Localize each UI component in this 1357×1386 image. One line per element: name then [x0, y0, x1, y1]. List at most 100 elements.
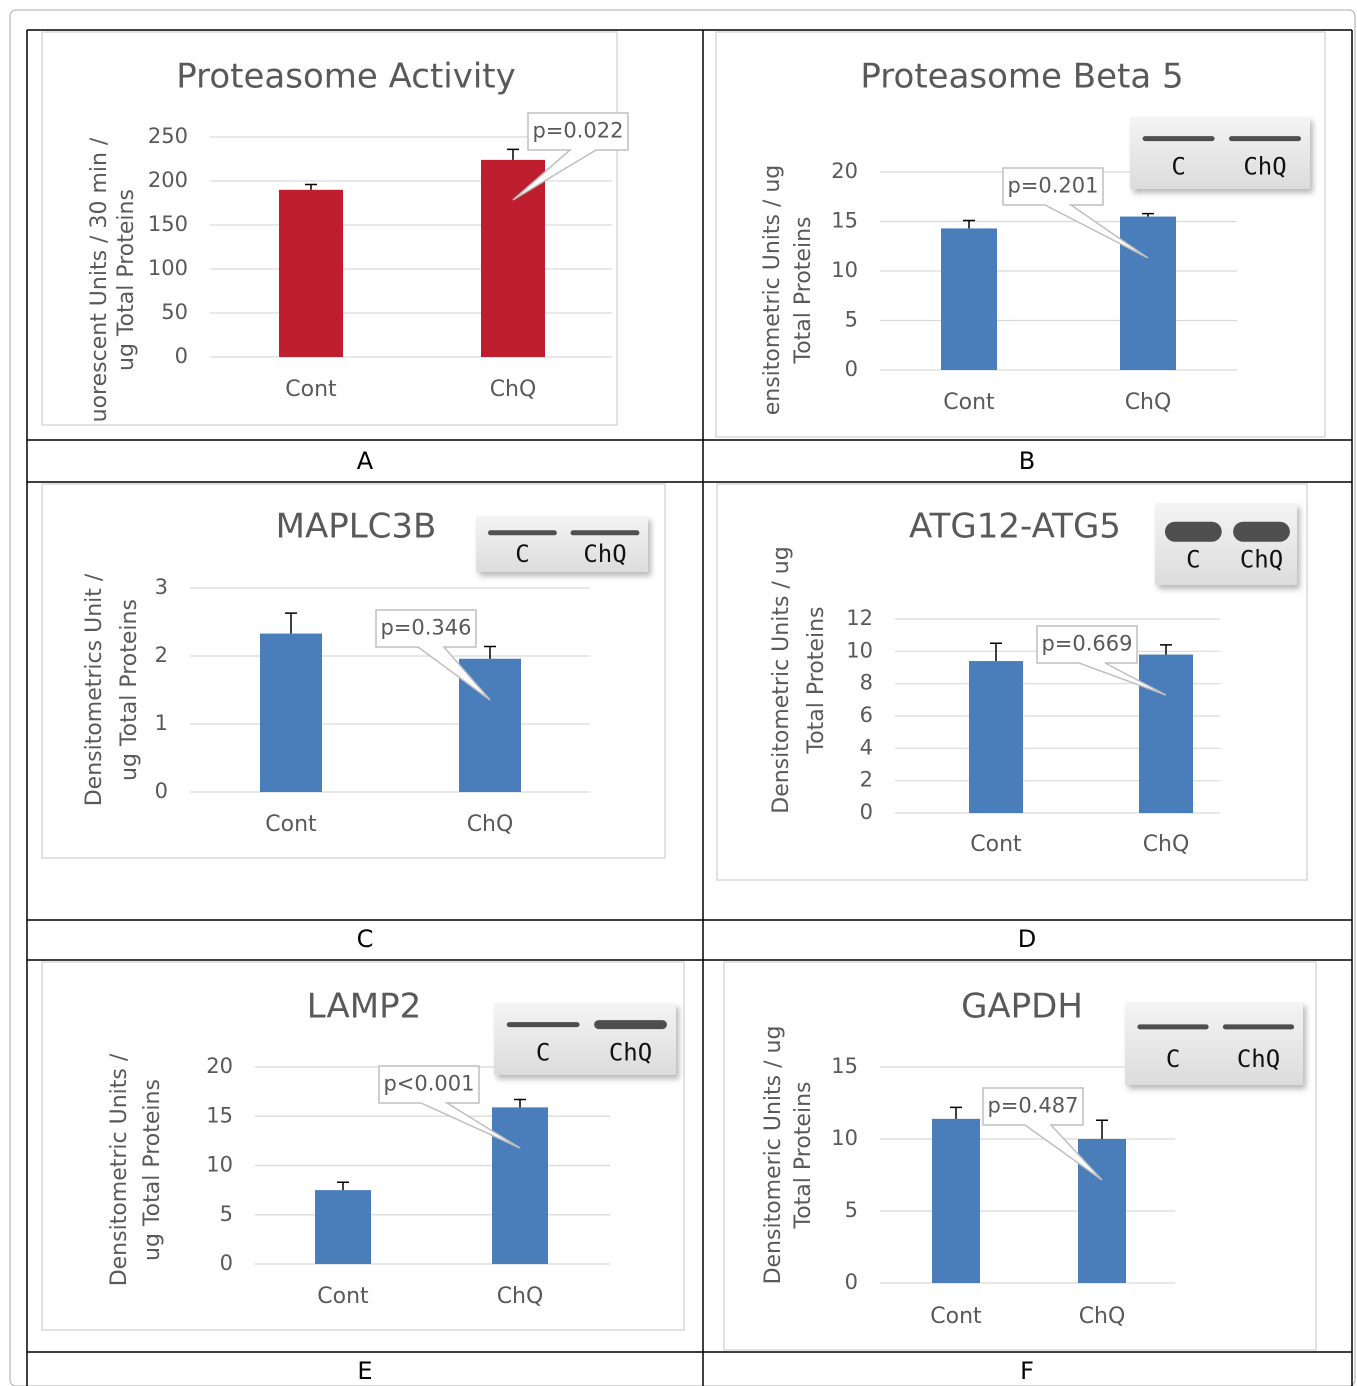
y-axis-label: Total Proteins [804, 607, 829, 755]
bar [1139, 655, 1193, 813]
blot-band [1229, 136, 1301, 141]
x-tick-label: ChQ [467, 812, 514, 837]
y-tick-label: 20 [831, 159, 858, 183]
y-axis-label: ensitometric Units / ug [760, 165, 785, 416]
x-tick-label: ChQ [1125, 390, 1172, 415]
bar [1078, 1139, 1126, 1283]
y-tick-label: 0 [175, 344, 188, 368]
y-tick-label: 20 [206, 1054, 233, 1078]
chart-title: GAPDH [961, 987, 1083, 1027]
y-tick-label: 6 [860, 703, 873, 727]
y-tick-label: 15 [831, 209, 858, 233]
chart-panel: E LAMP2 0 5 10 15 20 Densitometric Units / ug To… [42, 962, 684, 1385]
blot-label: ChQ [1237, 1045, 1280, 1073]
blot-label: C [536, 1038, 550, 1066]
y-tick-label: 0 [220, 1251, 233, 1275]
blot-label: C [1171, 152, 1185, 180]
chart-title: MAPLC3B [276, 507, 437, 547]
y-tick-label: 5 [220, 1202, 233, 1226]
y-axis-label: Densitometric Units / ug [769, 546, 794, 813]
chart-title: LAMP2 [307, 987, 421, 1027]
y-tick-label: 200 [148, 168, 188, 192]
bar [941, 228, 997, 370]
bar [279, 190, 343, 357]
bar [969, 661, 1023, 813]
blot-label: C [515, 540, 529, 568]
panel-label: D [1018, 925, 1036, 953]
panel-label: C [357, 925, 374, 953]
y-tick-label: 15 [831, 1054, 858, 1078]
y-tick-label: 15 [206, 1103, 233, 1127]
y-tick-label: 4 [860, 735, 873, 759]
bar [932, 1119, 980, 1283]
blot-band [1143, 136, 1215, 141]
figure: AProteasome Activity050100150200250uores… [0, 0, 1357, 1386]
chart-title: ATG12-ATG5 [909, 507, 1121, 547]
y-tick-label: 0 [845, 1270, 858, 1294]
x-tick-label: Cont [317, 1284, 369, 1309]
y-tick-label: 50 [161, 300, 188, 324]
x-tick-label: ChQ [497, 1284, 544, 1309]
blot-label: C [1186, 545, 1200, 573]
y-tick-label: 0 [845, 357, 858, 381]
x-tick-label: Cont [930, 1304, 982, 1329]
chart-panel: D ATG12-ATG5 0 2 4 6 8 10 12 Densitometric Units … [717, 484, 1307, 953]
blot-band [571, 530, 640, 535]
annotation: p=0.022 [532, 119, 623, 143]
blot-label: ChQ [1240, 545, 1283, 573]
x-tick-label: ChQ [1079, 1304, 1126, 1329]
y-tick-label: 2 [155, 643, 168, 667]
y-axis-label: uorescent Units / 30 min / [87, 137, 112, 422]
y-tick-label: 100 [148, 256, 188, 280]
bar [1120, 217, 1176, 370]
annotation: p<0.001 [383, 1072, 474, 1096]
y-tick-label: 5 [845, 308, 858, 332]
y-tick-label: 5 [845, 1198, 858, 1222]
annotation: p=0.669 [1041, 632, 1132, 656]
y-axis-label: Densitomeric Units / ug [761, 1026, 786, 1285]
bar [481, 160, 545, 357]
y-tick-label: 250 [148, 124, 188, 148]
blot-band [1137, 1024, 1208, 1029]
y-tick-label: 0 [860, 800, 873, 824]
blot-label: ChQ [583, 540, 626, 568]
y-tick-label: 3 [155, 575, 168, 599]
blot-band [488, 530, 557, 535]
panel-label: E [357, 1357, 372, 1385]
blot-label: ChQ [609, 1038, 652, 1066]
y-tick-label: 12 [846, 606, 873, 630]
x-tick-label: Cont [970, 832, 1022, 857]
y-tick-label: 10 [831, 1126, 858, 1150]
y-axis-label: ug Total Proteins [140, 1079, 165, 1261]
annotation: p=0.487 [987, 1094, 1078, 1118]
y-tick-label: 10 [206, 1153, 233, 1177]
y-tick-label: 10 [846, 638, 873, 662]
annotation: p=0.346 [380, 616, 471, 640]
y-tick-label: 0 [155, 779, 168, 803]
bar [492, 1107, 548, 1264]
x-tick-label: ChQ [1143, 832, 1190, 857]
y-axis-label: ug Total Proteins [117, 599, 142, 781]
blot-band [1223, 1024, 1294, 1029]
x-tick-label: Cont [285, 377, 337, 402]
panel-label: F [1020, 1357, 1034, 1385]
blot-band [1233, 522, 1290, 542]
annotation: p=0.201 [1007, 174, 1098, 198]
y-axis-label: Densitometric Units / [107, 1053, 132, 1286]
blot-band [594, 1020, 667, 1029]
bar [260, 634, 322, 792]
blot-band [507, 1022, 580, 1027]
y-tick-label: 10 [831, 258, 858, 282]
y-axis-label: ug Total Proteins [114, 189, 139, 371]
panel-label: B [1019, 447, 1035, 475]
y-tick-label: 8 [860, 671, 873, 695]
y-tick-label: 2 [860, 768, 873, 792]
panel-label: A [357, 447, 374, 475]
y-axis-label: Densitometrics Unit / [82, 573, 107, 806]
x-tick-label: ChQ [490, 377, 537, 402]
chart-title: Proteasome Activity [176, 57, 516, 97]
